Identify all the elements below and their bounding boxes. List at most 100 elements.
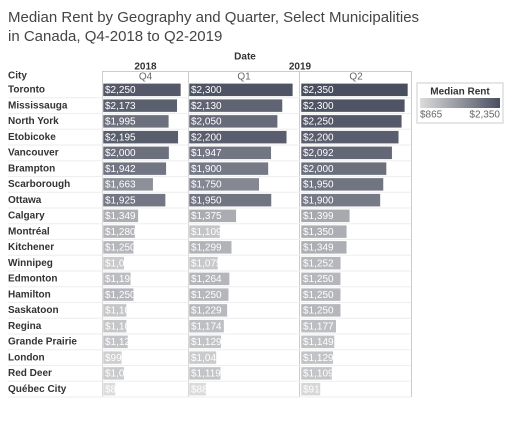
bar <box>188 240 232 255</box>
value-label: $865 <box>105 384 128 395</box>
value-label: $1,942 <box>105 164 136 175</box>
bar <box>102 256 125 270</box>
value-label: $1,350 <box>303 227 334 238</box>
city-label: London <box>8 352 45 363</box>
value-label: $1,250 <box>105 243 136 254</box>
value-label: $1,750 <box>191 180 222 191</box>
bar <box>300 161 387 176</box>
bar <box>300 146 393 160</box>
value-label: $2,250 <box>303 117 334 128</box>
value-label: $1,349 <box>105 211 136 222</box>
bar <box>188 161 269 176</box>
value-label: $1,050 <box>105 258 136 269</box>
bar <box>102 114 170 129</box>
bar <box>300 303 341 318</box>
quarter-label: Q1 <box>237 72 251 83</box>
bar <box>102 98 178 113</box>
bar <box>188 114 278 129</box>
bar <box>300 319 337 333</box>
bar <box>188 209 237 223</box>
value-label: $2,300 <box>191 85 222 96</box>
value-label: $919 <box>303 384 326 395</box>
chart-title: in Canada, Q4-2018 to Q2-2019 <box>8 28 222 45</box>
bar <box>102 224 136 239</box>
legend-min: $865 <box>420 110 443 121</box>
city-label: Regina <box>8 321 42 332</box>
bar <box>300 350 334 365</box>
city-label: Mississauga <box>8 100 68 111</box>
value-label: $2,173 <box>105 101 136 112</box>
bar <box>102 303 127 318</box>
value-label: $1,299 <box>191 243 222 254</box>
bar <box>188 272 230 286</box>
value-label: $1,119 <box>191 369 221 380</box>
bar <box>300 287 341 302</box>
chart-title: Median Rent by Geography and Quarter, Se… <box>8 9 419 26</box>
value-label: $1,995 <box>105 117 136 128</box>
legend-title: Median Rent <box>430 87 490 98</box>
city-label: Grande Prairie <box>8 337 77 348</box>
city-label: Saskatoon <box>8 305 59 316</box>
city-label: Red Deer <box>8 368 52 379</box>
value-label: $2,195 <box>105 132 136 143</box>
city-label: Brampton <box>8 163 55 174</box>
bar <box>102 193 166 207</box>
value-label: $1,177 <box>303 321 334 332</box>
bar <box>188 366 221 381</box>
bar <box>300 130 400 144</box>
value-label: $2,092 <box>303 148 334 159</box>
value-label: $2,200 <box>303 132 334 143</box>
bar <box>102 130 179 144</box>
bar <box>102 146 170 160</box>
value-label: $2,250 <box>105 85 136 96</box>
row-header: City <box>8 71 27 82</box>
value-label: $2,300 <box>303 101 334 112</box>
value-label: $1,950 <box>191 195 222 206</box>
value-label: $1,375 <box>191 211 222 222</box>
value-label: $1,049 <box>191 353 222 364</box>
bar <box>188 335 222 349</box>
value-label: $1,950 <box>303 180 334 191</box>
value-label: $1,149 <box>303 337 334 348</box>
city-label: Edmonton <box>8 274 57 285</box>
bar <box>102 366 125 381</box>
quarter-label: Q2 <box>349 72 363 83</box>
bar <box>102 161 167 176</box>
city-label: Kitchener <box>8 242 54 253</box>
city-label: Ottawa <box>8 195 42 206</box>
bar <box>188 98 283 113</box>
value-label: $2,130 <box>191 101 222 112</box>
bar <box>300 114 403 129</box>
column-header: Date <box>234 52 256 63</box>
value-label: $1,075 <box>191 258 222 269</box>
bar <box>300 335 335 349</box>
value-label: $1,900 <box>191 164 222 175</box>
value-label: $1,129 <box>105 337 136 348</box>
legend-gradient <box>420 98 500 108</box>
value-label: $1,252 <box>303 258 334 269</box>
bar <box>102 209 139 223</box>
value-label: $1,925 <box>105 195 136 206</box>
value-label: $2,000 <box>105 148 136 159</box>
value-label: $1,174 <box>191 321 222 332</box>
bar <box>188 256 219 270</box>
value-label: $1,100 <box>105 321 136 332</box>
value-label: $1,229 <box>191 306 222 317</box>
bar <box>188 382 207 396</box>
value-label: $1,663 <box>105 180 136 191</box>
bar <box>102 335 129 349</box>
value-label: $1,250 <box>105 290 136 301</box>
city-label: Etobicoke <box>8 132 56 143</box>
city-label: Scarborough <box>8 179 70 190</box>
city-label: Hamilton <box>8 289 51 300</box>
city-label: Winnipeg <box>8 258 53 269</box>
value-label: $1,190 <box>105 274 136 285</box>
bar <box>188 287 229 302</box>
bar <box>102 382 116 396</box>
city-label: Québec City <box>8 384 67 395</box>
bar <box>300 224 348 239</box>
year-label: 2019 <box>289 62 312 73</box>
bar <box>102 319 127 333</box>
bar <box>102 350 123 365</box>
